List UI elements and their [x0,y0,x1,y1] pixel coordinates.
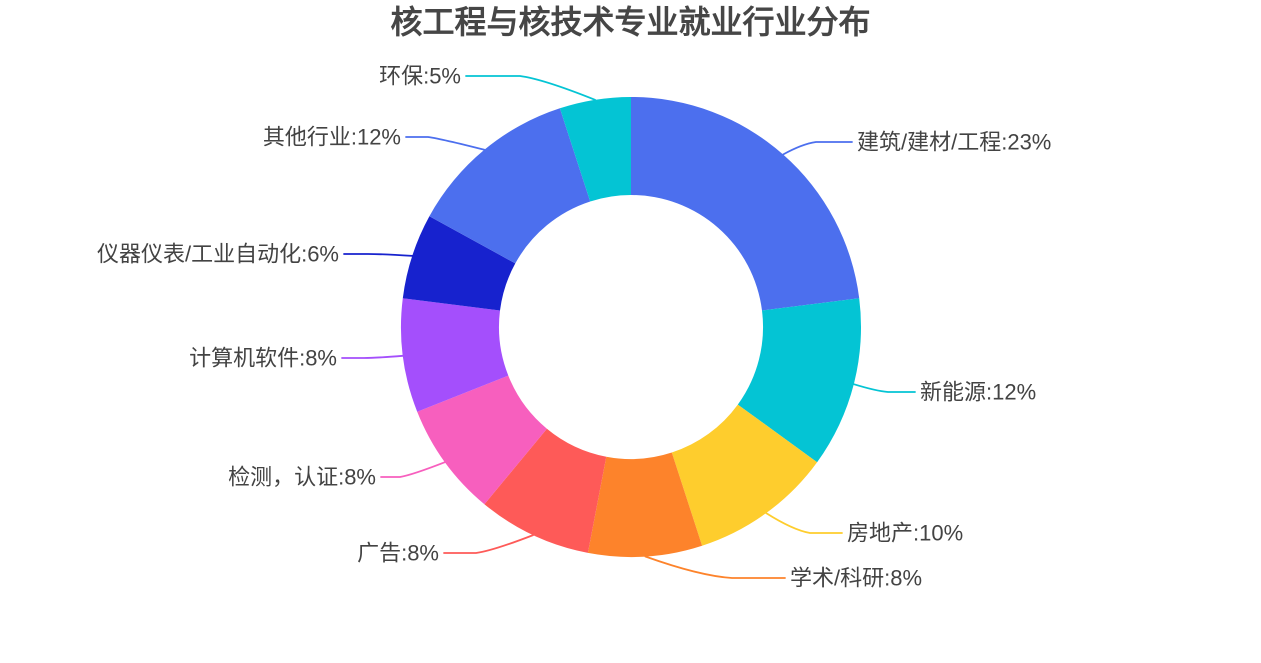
pie-segment-6[interactable] [401,298,509,412]
pie-label-0: 建筑/建材/工程:23% [857,130,1051,155]
pie-label-line-4 [443,534,534,554]
pie-label-line-3 [644,555,786,579]
pie-label-7: 仪器仪表/工业自动化:6% [97,242,339,267]
pie-label-line-6 [341,354,404,359]
pie-label-1: 新能源:12% [920,380,1036,405]
pie-segment-9[interactable] [559,97,631,202]
pie-label-line-9 [465,75,596,101]
pie-label-5: 检测，认证:8% [228,465,376,490]
pie-segments [401,97,862,557]
pie-segment-4[interactable] [484,428,607,553]
pie-label-line-5 [380,461,446,478]
chart-title: 核工程与核技术专业就业行业分布 [390,4,871,40]
pie-segment-7[interactable] [402,216,516,311]
pie-label-line-0 [782,141,853,156]
pie-label-9: 环保:5% [379,64,461,89]
pie-labels: 建筑/建材/工程:23% 新能源:12% 房地产:10% 学术/科研:8% 广告:8% 检… [97,64,1051,591]
pie-label-line-7 [343,253,414,257]
pie-segment-3[interactable] [587,452,703,557]
pie-segment-2[interactable] [671,404,818,546]
pie-label-8: 其他行业:12% [263,125,401,150]
pie-label-4: 广告:8% [357,541,439,566]
pie-label-3: 学术/科研:8% [790,566,922,591]
pie-label-line-1 [852,383,916,393]
pie-label-6: 计算机软件:8% [189,346,337,371]
pie-label-line-8 [405,136,486,151]
pie-label-line-2 [765,512,843,534]
pie-segment-0[interactable] [631,97,860,311]
pie-label-2: 房地产:10% [847,521,963,546]
pie-segment-5[interactable] [417,375,547,505]
pie-segment-1[interactable] [737,298,862,463]
pie-segment-8[interactable] [429,108,591,264]
